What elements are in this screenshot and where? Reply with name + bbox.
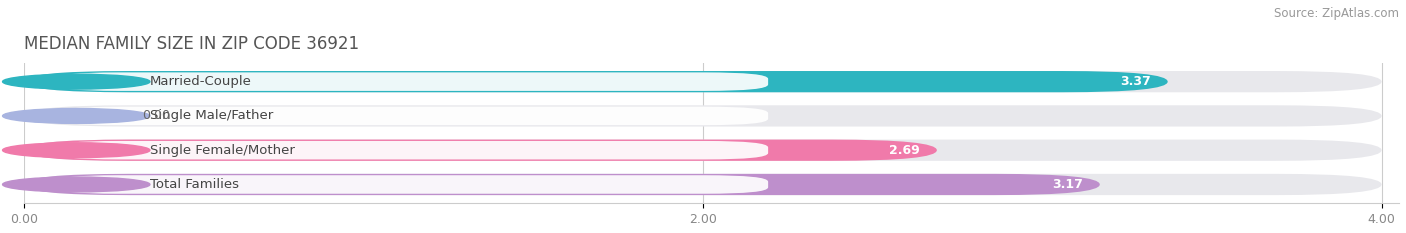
Circle shape [3, 143, 150, 158]
Text: Married-Couple: Married-Couple [150, 75, 252, 88]
Text: 3.37: 3.37 [1121, 75, 1150, 88]
FancyBboxPatch shape [24, 174, 1382, 195]
FancyBboxPatch shape [24, 174, 1099, 195]
FancyBboxPatch shape [24, 140, 936, 161]
FancyBboxPatch shape [24, 105, 1382, 127]
Text: 3.17: 3.17 [1052, 178, 1083, 191]
Text: Total Families: Total Families [150, 178, 239, 191]
FancyBboxPatch shape [24, 140, 1382, 161]
FancyBboxPatch shape [55, 141, 768, 159]
Circle shape [3, 177, 150, 192]
Text: Source: ZipAtlas.com: Source: ZipAtlas.com [1274, 7, 1399, 20]
Text: 0.00: 0.00 [142, 110, 170, 122]
FancyBboxPatch shape [24, 71, 1168, 92]
FancyBboxPatch shape [55, 175, 768, 194]
FancyBboxPatch shape [55, 72, 768, 91]
Text: Single Female/Mother: Single Female/Mother [150, 144, 295, 157]
Text: 2.69: 2.69 [889, 144, 920, 157]
FancyBboxPatch shape [24, 71, 1382, 92]
Text: MEDIAN FAMILY SIZE IN ZIP CODE 36921: MEDIAN FAMILY SIZE IN ZIP CODE 36921 [24, 35, 359, 53]
FancyBboxPatch shape [55, 107, 768, 125]
Circle shape [3, 74, 150, 89]
Text: Single Male/Father: Single Male/Father [150, 110, 273, 122]
Circle shape [3, 109, 150, 123]
